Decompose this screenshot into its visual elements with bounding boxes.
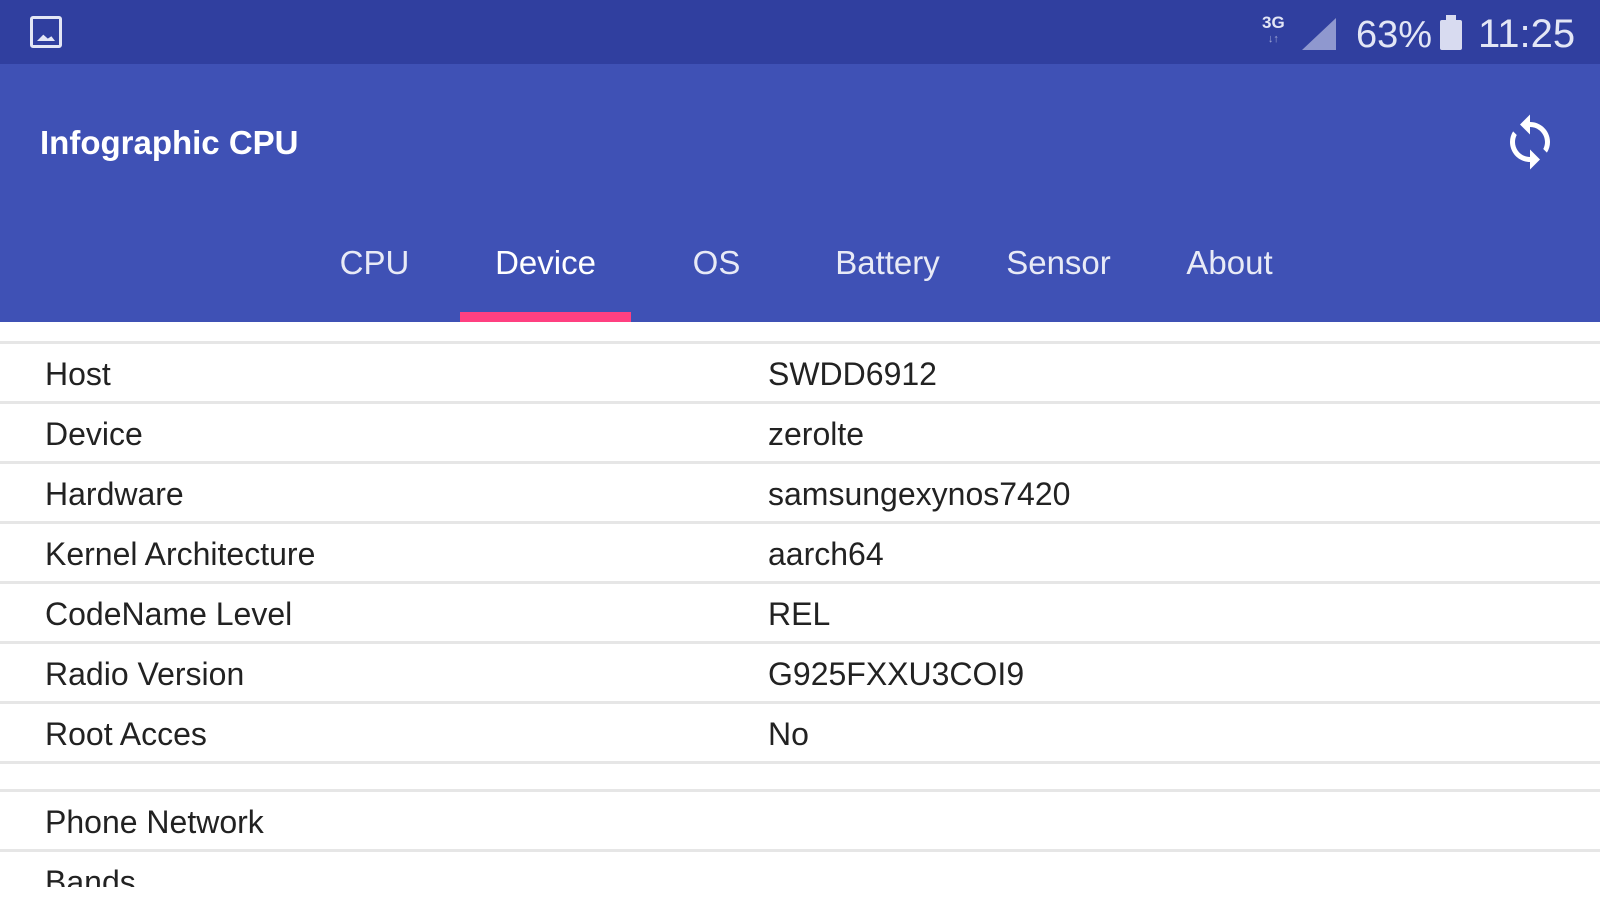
app-bar: Infographic CPU CPU Device OS Battery Se… xyxy=(0,64,1600,322)
battery-percent: 63% xyxy=(1356,14,1433,56)
refresh-icon[interactable] xyxy=(1500,112,1560,172)
item-value: G925FXXU3COI9 xyxy=(768,656,1025,692)
list-item: Root Acces No xyxy=(0,704,1600,764)
network-type: 3G xyxy=(1262,13,1285,32)
divider xyxy=(0,764,1600,792)
list-item: Bands xyxy=(0,852,1600,892)
signal-icon xyxy=(1302,18,1336,50)
item-key: Phone Network xyxy=(45,804,264,840)
item-key: Device xyxy=(45,416,143,452)
clock: 11:25 xyxy=(1478,12,1576,56)
item-key: CodeName Level xyxy=(45,596,293,632)
item-key: Root Acces xyxy=(45,716,207,752)
tab-bar: CPU Device OS Battery Sensor About xyxy=(289,230,1315,322)
item-key: Kernel Architecture xyxy=(45,536,316,572)
item-key: Host xyxy=(45,356,111,392)
status-bar: 3G ↓↑ 63% 11:25 xyxy=(0,0,1600,64)
item-value: SWDD6912 xyxy=(768,356,937,392)
item-key: Radio Version xyxy=(45,656,245,692)
divider xyxy=(0,322,1600,344)
item-value: No xyxy=(768,716,809,752)
app-title: Infographic CPU xyxy=(40,124,299,161)
network-indicator: 3G ↓↑ xyxy=(1262,13,1285,45)
tab-device[interactable]: Device xyxy=(460,230,631,322)
list-item: Hardware samsungexynos7420 xyxy=(0,464,1600,524)
tab-cpu[interactable]: CPU xyxy=(339,244,410,281)
item-value: samsungexynos7420 xyxy=(768,476,1071,512)
tab-battery[interactable]: Battery xyxy=(835,244,940,281)
list-item: Kernel Architecture aarch64 xyxy=(0,524,1600,584)
list-item: CodeName Level REL xyxy=(0,584,1600,644)
tab-os[interactable]: OS xyxy=(692,244,741,281)
item-key: Hardware xyxy=(45,476,184,512)
device-info-list: Host SWDD6912 Device zerolte Hardware samsu… xyxy=(0,322,1600,892)
item-value: aarch64 xyxy=(768,536,884,572)
tab-sensor[interactable]: Sensor xyxy=(1006,244,1111,281)
gallery-icon xyxy=(30,16,62,48)
tab-about[interactable]: About xyxy=(1186,244,1273,281)
section-header-phone-network: Phone Network xyxy=(0,792,1600,852)
item-value: REL xyxy=(768,596,831,632)
list-item: Device zerolte xyxy=(0,404,1600,464)
list-item: Host SWDD6912 xyxy=(0,344,1600,404)
list-item: Radio Version G925FXXU3COI9 xyxy=(0,644,1600,704)
item-value: zerolte xyxy=(768,416,865,452)
battery-icon xyxy=(1440,15,1462,50)
